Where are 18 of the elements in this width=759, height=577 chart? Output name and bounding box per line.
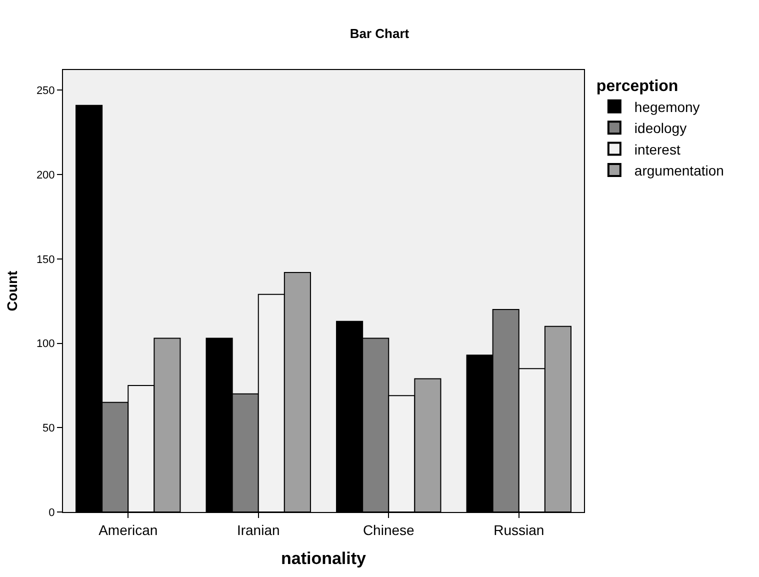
y-axis-title: Count: [4, 270, 20, 312]
legend-label: ideology: [634, 120, 687, 136]
x-tick-label: American: [98, 522, 158, 538]
x-tick-label: Russian: [494, 522, 544, 538]
y-tick-label: 200: [36, 169, 55, 182]
legend-label: hegemony: [634, 98, 700, 115]
x-axis-title: nationality: [280, 549, 367, 568]
y-tick-label: 0: [48, 506, 55, 519]
y-tick-label: 150: [36, 254, 55, 266]
x-tick-label: Chinese: [362, 522, 415, 538]
x-tick-label: Iranian: [236, 522, 280, 538]
legend-label: interest: [634, 141, 680, 158]
y-tick-label: 50: [42, 422, 55, 434]
y-tick-label: 100: [36, 338, 55, 350]
y-tick-label: 250: [36, 85, 55, 98]
legend-title: perception: [596, 78, 678, 95]
legend-label: argumentation: [634, 162, 724, 178]
chart-title: Bar Chart: [350, 26, 410, 41]
